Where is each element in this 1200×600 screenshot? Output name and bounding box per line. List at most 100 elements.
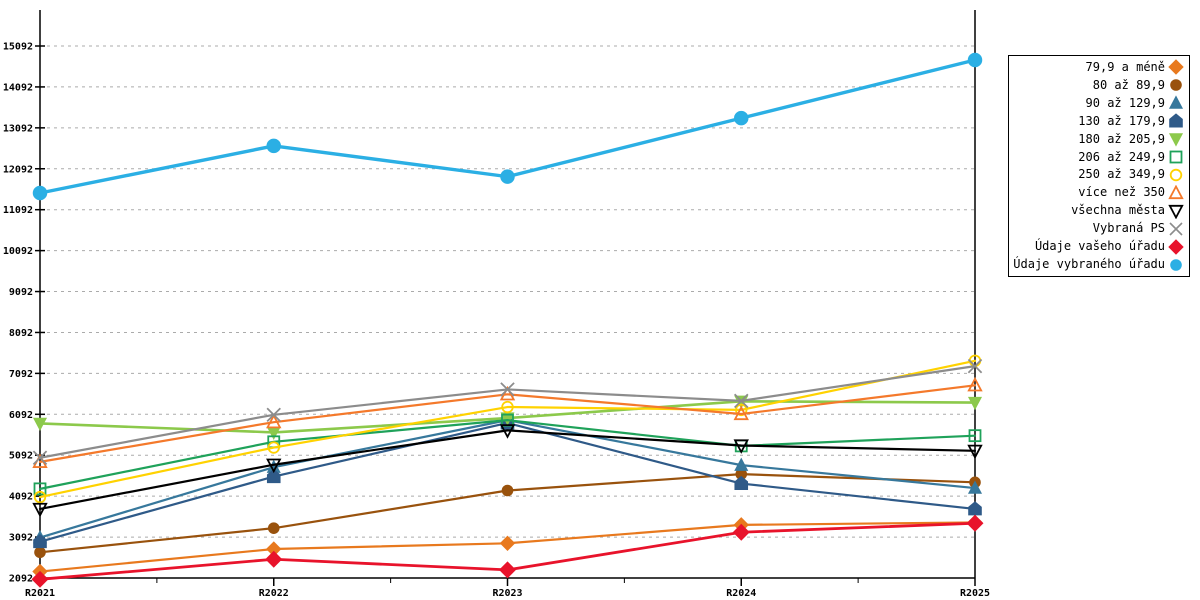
data-point-marker — [967, 52, 983, 68]
y-tick-label: 7092 — [9, 369, 33, 380]
x-tick-label: R2022 — [259, 588, 289, 599]
legend-label: 180 až 205,9 — [1078, 131, 1165, 146]
series-line-group — [32, 424, 983, 518]
legend-label: Vybraná PS — [1092, 221, 1165, 236]
series-line-group — [34, 468, 981, 559]
data-point-marker — [265, 550, 283, 568]
data-point-marker — [967, 358, 983, 374]
legend-marker-icon — [1168, 59, 1184, 76]
series-line-group — [33, 354, 982, 504]
legend-label: 130 až 179,9 — [1078, 113, 1165, 128]
data-point-marker — [967, 444, 983, 460]
y-tick-label: 10092 — [3, 246, 33, 257]
x-tick-label: R2024 — [726, 588, 756, 599]
data-point-marker — [967, 396, 983, 411]
data-point-marker — [734, 457, 749, 471]
legend-item: 80 až 89,9 — [1011, 77, 1184, 94]
legend-marker-icon — [1169, 150, 1183, 164]
data-point-marker — [266, 138, 282, 154]
data-point-marker — [734, 393, 749, 409]
series — [31, 52, 984, 588]
legend-label: 206 až 249,9 — [1078, 149, 1165, 164]
y-tick-label: 14092 — [3, 82, 33, 93]
gridlines — [40, 45, 975, 538]
data-point-marker — [500, 382, 515, 397]
data-point-marker — [32, 450, 48, 465]
data-point-marker — [733, 405, 749, 421]
data-point-marker — [266, 458, 282, 474]
legend-marker-icon — [1170, 258, 1182, 271]
data-point-marker — [501, 400, 514, 414]
data-point-marker — [33, 482, 47, 496]
data-point-marker — [32, 417, 48, 431]
data-point-marker — [33, 490, 47, 504]
y-tick-label: 6092 — [9, 410, 33, 421]
data-point-marker — [499, 535, 516, 552]
series-line — [38, 419, 977, 490]
data-point-marker — [733, 110, 749, 126]
legend-item: Vybraná PS — [1011, 220, 1184, 237]
legend-marker-icon — [1168, 184, 1184, 199]
legend-label: 80 až 89,9 — [1092, 77, 1165, 92]
legend-label: Údaje vašeho úřadu — [1034, 239, 1165, 254]
y-tick-label: 13092 — [3, 123, 33, 134]
legend-item: 180 až 205,9 — [1011, 131, 1184, 148]
data-point-marker — [733, 439, 749, 454]
legend-item: 79,9 a méně — [1011, 59, 1184, 76]
data-point-marker — [732, 523, 750, 541]
data-point-marker — [267, 522, 280, 534]
series-line-group — [32, 358, 983, 465]
legend-item: více než 350 — [1011, 184, 1184, 201]
legend-marker-icon — [1168, 204, 1184, 219]
x-tick-label: R2023 — [492, 588, 522, 599]
legend-label: všechna města — [1071, 203, 1165, 218]
legend-marker-icon — [1168, 95, 1184, 109]
legend-item: 130 až 179,9 — [1011, 113, 1184, 130]
data-point-marker — [734, 475, 749, 491]
data-point-marker — [499, 424, 516, 439]
data-point-marker — [501, 484, 514, 497]
y-tick-label: 15092 — [3, 42, 33, 53]
series-line — [38, 359, 977, 499]
y-tick-label: 11092 — [3, 205, 33, 216]
y-tick-label: 9092 — [9, 287, 33, 298]
legend-item: 206 až 249,9 — [1011, 149, 1184, 166]
data-point-marker — [266, 407, 281, 423]
legend-label: 250 až 349,9 — [1078, 167, 1165, 182]
legend-label: Údaje vybraného úřadu — [1013, 257, 1165, 272]
legend-item: všechna města — [1011, 202, 1184, 219]
chart-legend: 79,9 a méně 80 až 89,9 90 až 129,9 130 až 1… — [1008, 55, 1190, 277]
y-tick-label: 2092 — [9, 574, 33, 585]
legend-label: 90 až 129,9 — [1085, 95, 1165, 110]
data-point-marker — [32, 502, 48, 518]
legend-marker-icon — [1169, 113, 1183, 128]
x-tick-label: R2021 — [25, 588, 55, 599]
series-line — [38, 384, 977, 463]
y-tick-label: 5092 — [9, 451, 33, 462]
data-point-marker — [32, 185, 48, 201]
legend-item: 90 až 129,9 — [1011, 95, 1184, 112]
data-point-marker — [735, 403, 748, 417]
data-point-marker — [500, 169, 515, 184]
legend-label: více než 350 — [1078, 185, 1165, 200]
legend-marker-icon — [1170, 79, 1182, 92]
series-line-group — [32, 52, 983, 201]
y-axis-labels: 2092 3092 4092 5092 6092 7092 8092 9092 10092 110… — [3, 42, 33, 585]
legend-marker-icon — [1169, 168, 1183, 182]
data-point-marker — [967, 376, 983, 392]
series-line — [38, 429, 977, 511]
data-point-marker — [968, 429, 982, 443]
data-point-marker — [968, 501, 982, 516]
x-axis-labels: R2021 R2022 R2023 R2024 R2025 — [25, 588, 990, 599]
data-point-marker — [967, 480, 983, 494]
legend-item: 250 až 349,9 — [1011, 166, 1184, 183]
y-tick-label: 8092 — [9, 328, 33, 339]
data-point-marker — [966, 514, 984, 532]
data-point-marker — [267, 441, 280, 454]
x-tick-label: R2025 — [960, 588, 990, 599]
y-tick-label: 3092 — [9, 533, 33, 544]
legend-label: 79,9 a méně — [1085, 59, 1165, 74]
data-point-marker — [266, 413, 282, 429]
data-point-marker — [31, 570, 49, 588]
